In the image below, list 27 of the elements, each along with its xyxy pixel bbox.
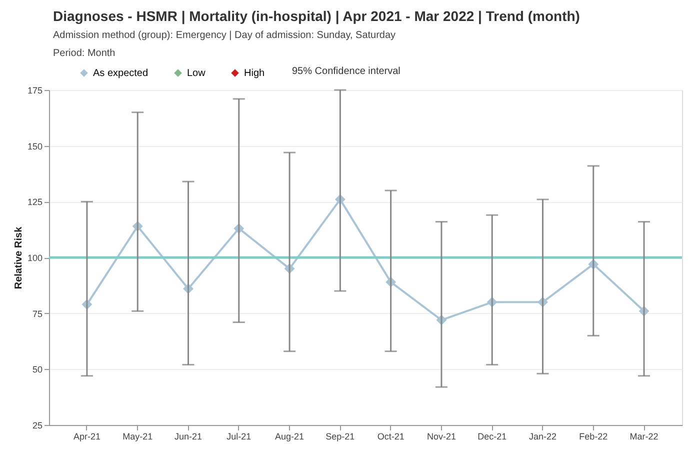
x-tick-label: Jun-21	[174, 432, 202, 442]
x-tick-label: Nov-21	[426, 432, 456, 442]
y-tick-label: 100	[27, 253, 42, 263]
text: 95% Confidence interval	[292, 66, 400, 77]
x-tick-label: Feb-22	[579, 432, 608, 442]
x-tick-label: Jan-22	[528, 432, 557, 442]
x-tick-label: Oct-21	[377, 432, 404, 442]
y-tick-label: 175	[27, 86, 42, 96]
y-tick-label: 75	[32, 308, 42, 319]
x-tick-label: Mar-22	[630, 432, 658, 442]
legend-label: As expected	[93, 68, 148, 79]
text: Period: Month	[52, 48, 116, 59]
y-axis-title: Relative Risk	[13, 226, 24, 290]
y-tick-label: 50	[32, 364, 42, 375]
x-tick-label: Jul-21	[226, 432, 252, 442]
legend-label: Low	[187, 68, 206, 79]
y-tick-label: 125	[27, 197, 42, 208]
x-tick-label: Apr-21	[73, 432, 100, 442]
x-tick-label: May-21	[122, 432, 153, 442]
x-tick-label: Aug-21	[275, 432, 304, 442]
y-tick-label: 25	[32, 420, 42, 430]
x-tick-label: Sep-21	[326, 432, 355, 442]
legend-label: High	[244, 68, 265, 79]
y-tick-label: 150	[27, 141, 42, 152]
chart-title: Diagnoses - HSMR | Mortality (in-hospital) | Apr 2021 - Mar 2022 | Trend (month)	[52, 8, 580, 25]
x-tick-label: Dec-21	[478, 432, 507, 442]
chart-subtitle: Admission method (group): Emergency | Day of admission: Sunday, Saturday	[52, 30, 396, 41]
